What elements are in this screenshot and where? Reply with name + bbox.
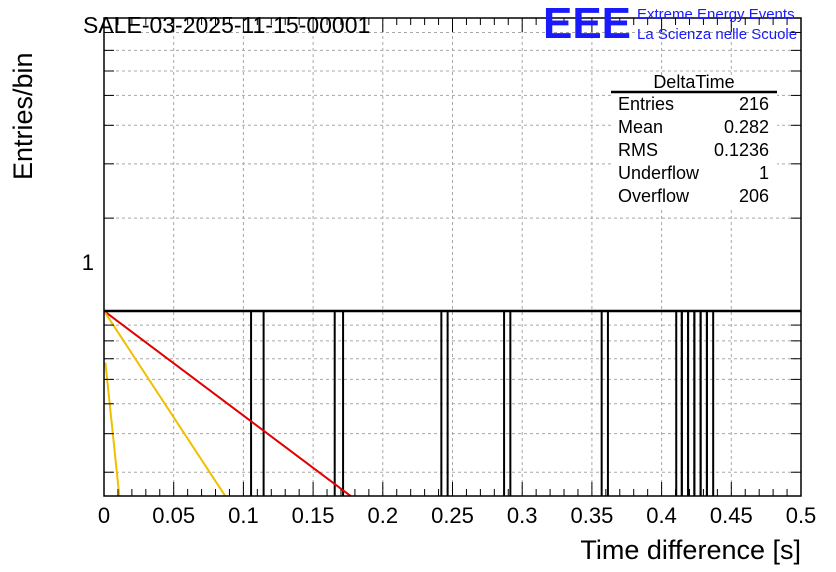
- stats-value-overflow: 206: [739, 186, 769, 206]
- stats-label-underflow: Underflow: [618, 163, 700, 183]
- stats-value-underflow: 1: [759, 163, 769, 183]
- stats-label-rms: RMS: [618, 140, 658, 160]
- x-tick-label: 0.05: [152, 503, 195, 528]
- x-tick-label: 0.4: [646, 503, 677, 528]
- stats-value-entries: 216: [739, 94, 769, 114]
- fit-red: [103, 310, 352, 497]
- axis-ticks: [103, 18, 802, 496]
- fit-lines: [103, 310, 352, 497]
- stats-box-background: [611, 78, 777, 210]
- stats-box: DeltaTime Entries 216 Mean 0.282 RMS 0.1…: [611, 72, 777, 210]
- x-tick-label: 0.2: [368, 503, 399, 528]
- stats-value-mean: 0.282: [724, 117, 769, 137]
- eee-logo-line2: La Scienza nelle Scuole: [637, 26, 797, 43]
- stats-value-rms: 0.1236: [714, 140, 769, 160]
- y-tick-label-1: 1: [82, 250, 94, 275]
- eee-logo-mark: EEE: [543, 0, 631, 48]
- stats-label-overflow: Overflow: [618, 186, 690, 206]
- x-tick-label: 0.45: [710, 503, 753, 528]
- x-tick-label: 0: [98, 503, 110, 528]
- x-tick-label: 0.15: [292, 503, 335, 528]
- y-axis-label: Entries/bin: [8, 52, 38, 180]
- x-tick-label: 0.3: [507, 503, 538, 528]
- eee-logo-line1: Extreme Energy Events: [637, 6, 795, 23]
- fit-yellow: [103, 310, 227, 497]
- stats-box-title: DeltaTime: [653, 72, 734, 92]
- eee-logo: EEE Extreme Energy Events La Scienza nel…: [543, 0, 797, 48]
- x-tick-label: 0.35: [570, 503, 613, 528]
- x-tick-label: 0.25: [431, 503, 474, 528]
- x-tick-label: 0.1: [228, 503, 259, 528]
- x-tick-labels: 0 0.05 0.1 0.15 0.2 0.25 0.3 0.35 0.4 0.45 0.5: [98, 503, 816, 528]
- chart-title: SALE-03-2025-11-15-00001: [83, 12, 370, 38]
- fit-yellow-steep: [104, 362, 121, 497]
- histogram-bars: [250, 310, 715, 496]
- stats-label-mean: Mean: [618, 117, 663, 137]
- x-axis-label: Time difference [s]: [580, 535, 801, 565]
- stats-label-entries: Entries: [618, 94, 674, 114]
- x-tick-label: 0.5: [786, 503, 817, 528]
